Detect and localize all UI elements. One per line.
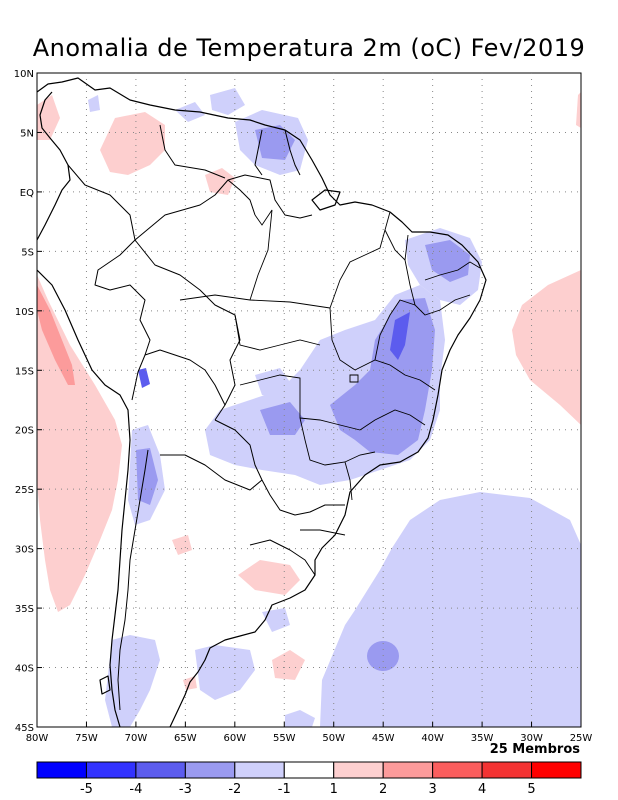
colorbar-swatch [234,761,285,779]
lat-tick-label: 20S [15,426,34,437]
coastlines [37,77,487,727]
lat-tick-label: 5S [21,247,34,258]
colorbar-labels: -5 -4 -3 -2 -1 1 2 3 4 5 [80,782,536,797]
lon-tick-label: 35W [471,733,494,744]
anomaly-cool-patagonia [105,635,160,727]
colorbar-swatch [432,761,483,779]
colorbar-label: 1 [330,782,338,797]
lon-tick-label: 55W [273,733,296,744]
colorbar-swatch [333,761,384,779]
lat-tick-label: EQ [20,188,34,199]
anomaly-cool-small-3 [88,95,100,112]
lon-tick-label: 30W [520,733,543,744]
anomaly-cool-northeast-2 [425,240,470,282]
colorbar-label: -3 [179,782,192,797]
lon-tick-label: 60W [224,733,247,744]
chiloe [99,675,111,695]
colorbar [36,761,582,779]
lon-tick-label: 45W [372,733,395,744]
colorbar-swatch [531,761,582,779]
anomaly-warm-pacific-2 [37,285,75,385]
lon-tick-label: 25W [570,733,593,744]
colorbar-label: -4 [129,782,142,797]
marajo-islands [311,189,341,211]
anomaly-warm-atlantic-east [512,270,581,425]
anomaly-warm-south [238,560,300,595]
anomaly-warm-south-3 [172,535,192,555]
state-borders [179,209,481,536]
colorbar-swatch [283,761,335,779]
colorbar-label: -1 [278,782,291,797]
anomaly-cool-patagonia-3 [285,710,315,727]
colorbar-label: -2 [228,782,241,797]
west-coast [37,91,71,241]
anomaly-cool-central-east-2 [330,298,435,455]
colorbar-swatch [85,761,137,779]
lat-tick-label: 10N [14,69,34,80]
lon-tick-label: 40W [421,733,444,744]
anomaly-cool-small-2 [210,88,245,115]
lat-tick-label: 45S [15,723,34,734]
south-america-coast [37,77,487,727]
anomaly-cool-central-east-3 [390,312,410,360]
map-frame [36,72,582,728]
lat-tick-label: 25S [15,485,34,496]
anomaly-cool-south-ocean [262,608,290,632]
colorbar-label: 2 [379,782,387,797]
colorbar-swatch [135,761,186,779]
axis-ticks [36,72,582,728]
lon-tick-label: 75W [75,733,98,744]
colorbar-label: -5 [80,782,93,797]
graticule [37,73,581,727]
colorbar-swatch [481,761,533,779]
country-borders [67,124,345,711]
map-title: Anomalia de Temperatura 2m (oC) Fev/2019 [32,34,586,62]
colorbar-swatch [36,761,87,779]
lat-tick-label: 15S [15,366,34,377]
anomaly-warm-north-2 [205,168,235,195]
colorbar-label: 3 [428,782,436,797]
anomaly-cool-guiana-2 [255,125,295,160]
members-label: 25 Membros [489,742,580,757]
anomaly-cool-atlantic-2 [320,548,581,727]
anomaly-cool-patagonia-2 [195,645,255,700]
lon-tick-label: 50W [322,733,345,744]
lat-tick-label: 10S [15,307,34,318]
anomaly-cool-central-west-2 [260,402,305,435]
lat-tick-label: 35S [15,604,34,615]
pacific-coast [37,269,131,727]
colorbar-swatch [184,761,236,779]
lat-tick-label: 30S [15,545,34,556]
colorbar-swatch [382,761,434,779]
colorbar-label: 4 [478,782,486,797]
lon-tick-label: 70W [125,733,148,744]
anomaly-cool-small [175,102,205,122]
anomaly-warm-south-2 [272,650,305,680]
lon-tick-label: 65W [174,733,197,744]
anomaly-cool-titicaca [138,368,150,388]
anomaly-warm-north [100,112,165,175]
colorbar-label: 5 [527,782,535,797]
longitude-labels: 80W 75W 70W 65W 60W 55W 50W 45W 40W 35W 30W 25W [26,733,593,744]
lon-tick-label: 80W [26,733,49,744]
lat-tick-label: 5N [20,128,34,139]
lat-tick-label: 40S [15,664,34,675]
anomaly-warm-north-4 [576,92,581,128]
latitude-labels: 10N 5N EQ 5S 10S 15S 20S 25S 30S 35S 40S 45S [14,69,34,734]
anomaly-shading [37,88,581,727]
anomaly-cool-spot-2 [518,663,538,675]
